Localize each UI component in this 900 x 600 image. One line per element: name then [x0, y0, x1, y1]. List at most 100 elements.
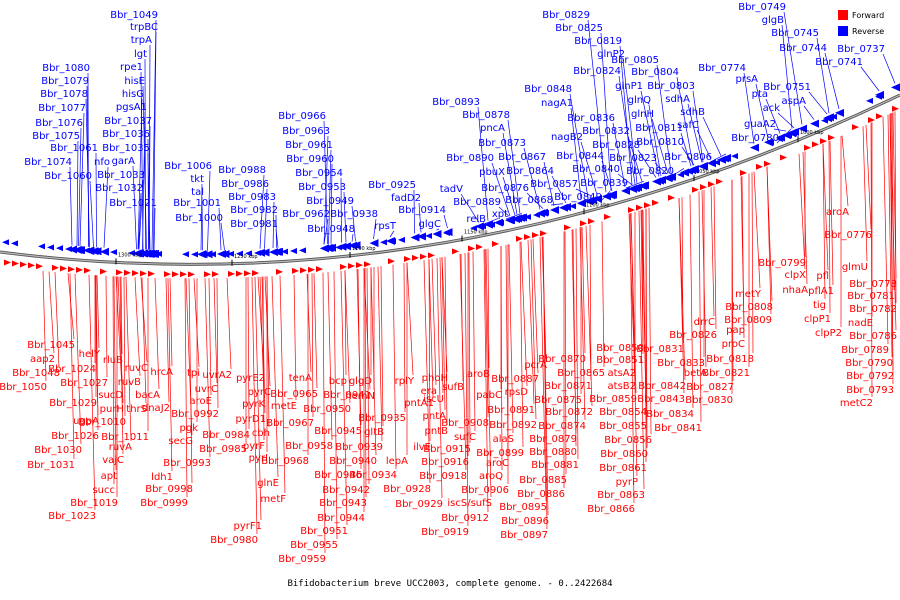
reverse-gene-connector [76, 140, 79, 246]
forward-gene-label-pyrf: pyrF [243, 441, 265, 452]
reverse-gene-arrow [92, 248, 99, 255]
forward-gene-arrow [140, 270, 147, 277]
forward-gene-label-metc2: metC2 [840, 398, 873, 409]
reverse-gene-connector [808, 91, 828, 115]
reverse-gene-connector [140, 71, 144, 250]
forward-gene-label-clpp2: clpP2 [815, 328, 842, 339]
reverse-gene-connector [654, 162, 668, 175]
reverse-gene-label-tadv: tadV [440, 184, 463, 195]
forward-gene-label-tena: tenA [289, 373, 312, 384]
reverse-gene-connector [692, 90, 704, 163]
reverse-gene-arrow [698, 162, 707, 171]
reverse-gene-arrow [335, 244, 342, 251]
reverse-gene-connector [323, 218, 329, 245]
reverse-gene-arrow [578, 200, 585, 207]
forward-gene-label-hemn: hemN [345, 391, 375, 402]
forward-gene-arrow [116, 269, 123, 276]
forward-gene-label-bbr-1027: Bbr_1027 [60, 378, 108, 389]
forward-gene-label-bbr-0950: Bbr_0950 [303, 404, 351, 415]
forward-gene-label-bbr-0863: Bbr_0863 [597, 490, 645, 501]
reverse-gene-arrow [470, 225, 477, 232]
reverse-gene-arrow [542, 209, 549, 216]
reverse-gene-label-bbr-0811: Bbr_0811 [635, 123, 683, 134]
forward-gene-connector [403, 263, 406, 413]
reverse-gene-connector [773, 128, 787, 132]
forward-gene-arrow [524, 233, 531, 240]
reverse-gene-label-bbr-0844: Bbr_0844 [556, 151, 604, 162]
reverse-gene-connector [142, 111, 146, 250]
reverse-gene-arrow [569, 203, 576, 210]
reverse-gene-arrow [606, 191, 615, 200]
forward-gene-connector [340, 270, 348, 526]
legend-reverse-swatch [838, 26, 848, 36]
forward-gene-label-bbr-0942: Bbr_0942 [322, 485, 370, 496]
forward-gene-label-purh: purH [100, 404, 124, 415]
forward-gene-connector [766, 166, 772, 315]
reverse-gene-label-bbr-0966: Bbr_0966 [278, 111, 326, 122]
forward-gene-label-bbr-0831: Bbr_0831 [636, 344, 684, 355]
reverse-gene-arrow [479, 223, 486, 230]
forward-gene-label-aroq: aroQ [479, 471, 503, 482]
forward-gene-connector [483, 249, 489, 513]
forward-gene-label-bbr-0928: Bbr_0928 [383, 484, 431, 495]
forward-gene-connector [169, 278, 173, 367]
reverse-gene-connector [816, 37, 830, 114]
reverse-gene-arrow [236, 250, 243, 257]
forward-gene-label-bbr-0934: Bbr_0934 [349, 470, 397, 481]
forward-gene-label-arob: aroB [467, 369, 490, 380]
reverse-gene-label-aspa: aspA [781, 96, 806, 107]
reverse-gene-label-rpst: rpsT [374, 221, 397, 232]
reverse-gene-label-bbr-1037: Bbr_1037 [104, 116, 152, 127]
forward-gene-connector [487, 248, 490, 369]
reverse-gene-arrow [417, 232, 426, 241]
reverse-gene-arrow [73, 245, 82, 254]
forward-gene-label-pcra: pcrA [524, 360, 547, 371]
forward-gene-label-ilve: ilvE [413, 442, 431, 453]
reverse-gene-connector [543, 161, 555, 207]
reverse-gene-label-bbr-0849: Bbr_0849 [554, 192, 602, 203]
reverse-gene-connector [702, 116, 722, 156]
forward-gene-label-bbr-0998: Bbr_0998 [145, 484, 193, 495]
forward-gene-label-iscu: iscU [423, 394, 444, 405]
forward-gene-connector [865, 124, 872, 230]
forward-gene-connector [841, 135, 849, 207]
forward-gene-label-ugpa: ugpA [73, 416, 99, 427]
forward-gene-label-bbr-0896: Bbr_0896 [501, 516, 549, 527]
reverse-gene-label-bbr-0960: Bbr_0960 [286, 154, 334, 165]
forward-gene-connector [42, 270, 47, 382]
forward-gene-arrow [244, 270, 251, 277]
forward-gene-connector [167, 278, 173, 472]
reverse-gene-label-hisg: hisG [122, 89, 144, 100]
forward-gene-label-bbr-1029: Bbr_1029 [49, 398, 97, 409]
reverse-gene-arrow [750, 143, 759, 152]
forward-gene-connector [753, 171, 761, 289]
forward-gene-label-bbr-0939: Bbr_0939 [335, 442, 383, 453]
forward-gene-arrow [236, 270, 243, 277]
reverse-gene-label-tkt: tkt [190, 174, 204, 185]
forward-gene-arrow [812, 141, 819, 148]
forward-gene-label-bbr-0929: Bbr_0929 [395, 499, 443, 510]
legend-reverse-label: Reverse [852, 27, 884, 36]
forward-gene-label-atsa2: atsA2 [608, 368, 636, 379]
reverse-gene-arrow [668, 174, 675, 181]
reverse-gene-connector [498, 206, 510, 217]
reverse-gene-connector [138, 179, 144, 250]
forward-gene-connector [698, 191, 702, 423]
forward-gene-label-bbr-0915: Bbr_0915 [423, 444, 471, 455]
reverse-gene-arrow [587, 198, 594, 205]
forward-gene-arrow [20, 261, 27, 268]
forward-gene-connector [464, 253, 469, 527]
forward-gene-label-bbr-0808: Bbr_0808 [725, 302, 773, 313]
forward-gene-connector [125, 276, 132, 442]
forward-gene-connector [585, 225, 593, 407]
reverse-gene-label-bbr-0988: Bbr_0988 [218, 165, 266, 176]
forward-gene-arrow [452, 248, 459, 255]
reverse-gene-connector [618, 75, 636, 184]
reverse-gene-label-bbr-0961: Bbr_0961 [285, 140, 333, 151]
forward-gene-connector [123, 276, 126, 417]
forward-gene-connector [472, 251, 476, 432]
forward-gene-label-bbr-0897: Bbr_0897 [500, 530, 548, 541]
forward-gene-arrow [892, 105, 899, 112]
reverse-gene-connector [783, 11, 803, 125]
